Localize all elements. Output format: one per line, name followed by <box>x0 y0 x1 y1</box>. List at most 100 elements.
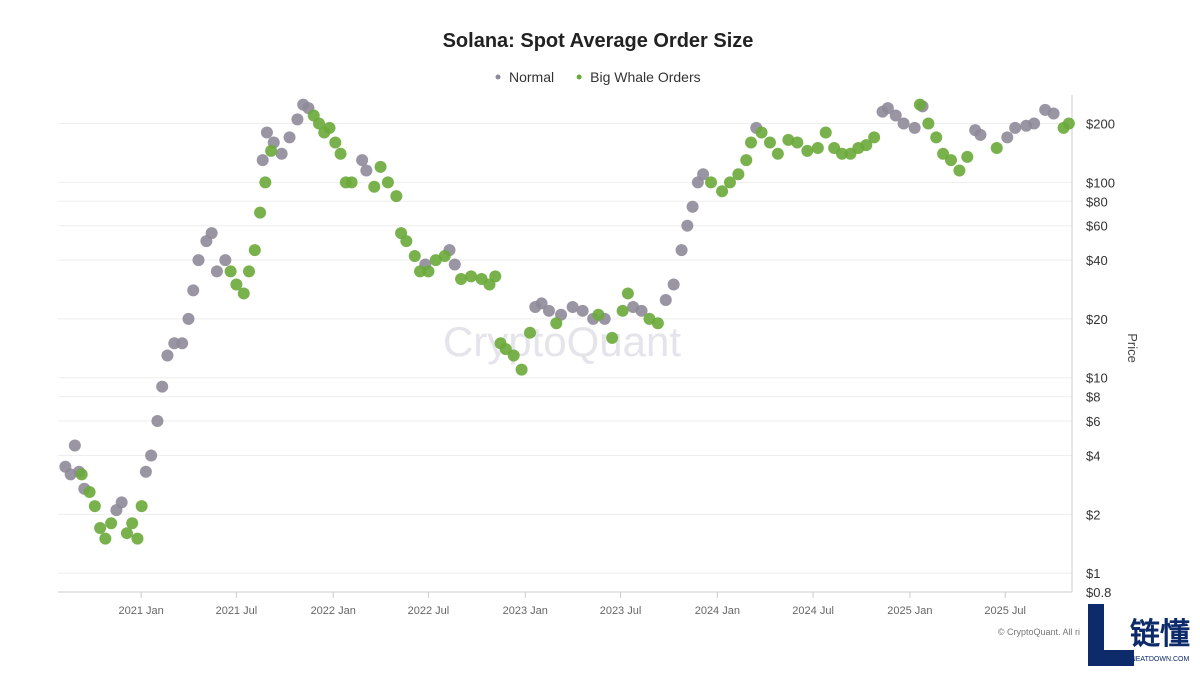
y-tick-label: $80 <box>1086 194 1108 209</box>
point <box>801 144 814 157</box>
point <box>922 117 935 130</box>
point <box>930 131 943 144</box>
point <box>126 517 139 530</box>
legend-item: Normal <box>495 69 554 85</box>
x-tick-label: 2021 Jul <box>216 605 258 617</box>
point <box>224 265 237 278</box>
point <box>455 273 468 286</box>
point <box>732 168 745 181</box>
point <box>681 219 694 232</box>
point <box>868 131 881 144</box>
point <box>390 190 403 203</box>
point <box>621 287 634 300</box>
point <box>429 254 442 267</box>
logo-shape <box>1088 604 1134 666</box>
point <box>334 147 347 160</box>
point <box>237 287 250 300</box>
point <box>944 154 957 167</box>
point <box>400 235 413 248</box>
point <box>275 147 288 160</box>
point <box>182 312 195 325</box>
legend-label: Normal <box>509 69 554 85</box>
y-tick-label: $20 <box>1086 312 1108 327</box>
point <box>161 349 174 362</box>
point <box>576 304 589 317</box>
point <box>592 308 605 321</box>
point <box>139 465 152 478</box>
point <box>219 254 232 267</box>
point <box>953 164 966 177</box>
point <box>88 500 101 513</box>
point <box>1047 107 1060 120</box>
x-tick-label: 2024 Jan <box>695 605 740 617</box>
point <box>151 415 164 428</box>
point <box>323 121 336 134</box>
x-tick-label: 2022 Jul <box>408 605 450 617</box>
point <box>889 109 902 122</box>
x-tick-label: 2025 Jul <box>984 605 1026 617</box>
point <box>740 154 753 167</box>
point <box>686 200 699 213</box>
point <box>1001 131 1014 144</box>
point <box>99 532 112 545</box>
point <box>659 293 672 306</box>
x-tick-label: 2023 Jan <box>503 605 548 617</box>
point <box>115 496 128 509</box>
x-tick-label: 2022 Jan <box>311 605 356 617</box>
y-tick-label: $40 <box>1086 253 1108 268</box>
point <box>465 270 478 283</box>
point <box>248 244 261 257</box>
legend-item: Big Whale Orders <box>576 69 701 85</box>
point <box>75 468 88 481</box>
legend: Normal Big Whale Orders <box>495 69 701 85</box>
point <box>791 136 804 149</box>
point <box>524 326 537 339</box>
y-tick-label: $200 <box>1086 117 1115 132</box>
point <box>913 98 926 111</box>
point <box>448 258 461 271</box>
point <box>135 500 148 513</box>
point <box>374 160 387 173</box>
chart-title: Solana: Spot Average Order Size <box>443 30 754 52</box>
point <box>908 121 921 134</box>
point <box>745 136 758 149</box>
point <box>260 126 273 139</box>
point <box>83 486 96 499</box>
point <box>254 206 267 219</box>
x-tick-label: 2023 Jul <box>600 605 642 617</box>
point <box>68 439 81 452</box>
point <box>283 131 296 144</box>
point <box>897 117 910 130</box>
point <box>755 126 768 139</box>
point <box>356 154 369 167</box>
point <box>94 522 107 535</box>
credit: © CryptoQuant. All ri <box>998 627 1080 637</box>
y-tick-label: $6 <box>1086 414 1100 429</box>
watermark: CryptoQuant <box>443 318 681 365</box>
logo: 链懂 NEATDOWN.COM <box>1088 604 1190 666</box>
y-tick-label: $1 <box>1086 566 1100 581</box>
point <box>860 139 873 152</box>
point <box>381 176 394 189</box>
point <box>705 176 718 189</box>
point <box>408 249 421 262</box>
point <box>312 117 325 130</box>
point <box>368 180 381 193</box>
point <box>723 176 736 189</box>
y-tick-label: $10 <box>1086 371 1108 386</box>
point <box>716 185 729 198</box>
point <box>210 265 223 278</box>
legend-label: Big Whale Orders <box>590 69 700 85</box>
point <box>990 141 1003 154</box>
axes: $200 $100 $80 $60 $40 $20 $10 $8 $6 $4 $2 $1 $0.8 202… <box>58 95 1115 617</box>
point <box>667 278 680 291</box>
point <box>145 449 158 462</box>
y-tick-label: $8 <box>1086 390 1100 405</box>
point <box>675 244 688 257</box>
logo-text: 链懂 <box>1130 617 1190 651</box>
point <box>291 113 304 126</box>
point <box>176 337 189 350</box>
point <box>265 144 278 157</box>
